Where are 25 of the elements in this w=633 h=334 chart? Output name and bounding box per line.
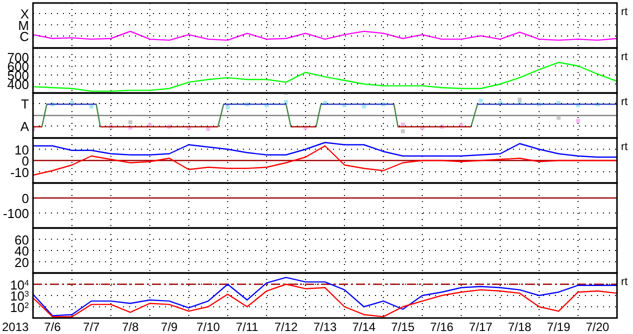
text: rt bbox=[621, 96, 628, 108]
x-tick-label: 7/11 bbox=[236, 320, 259, 334]
text: rt bbox=[621, 51, 628, 63]
text: rt bbox=[621, 6, 628, 18]
text: A bbox=[20, 119, 30, 134]
x-tick-label: 7/14 bbox=[352, 320, 376, 334]
x-tick-label: 7/13 bbox=[313, 320, 337, 334]
x-tick-label: 7/6 bbox=[44, 320, 62, 334]
x-tick-label: 7/19 bbox=[546, 320, 571, 334]
x-tick-label: 7/8 bbox=[122, 320, 139, 334]
text: rt bbox=[621, 276, 628, 288]
x-axis-title: 2013 bbox=[2, 320, 30, 334]
text: rt bbox=[621, 141, 628, 153]
y-tick-label: -100 bbox=[2, 206, 29, 221]
x-tick-label: 7/16 bbox=[430, 320, 454, 334]
x-tick-label: 7/18 bbox=[508, 320, 532, 334]
y-tick-label: 0 bbox=[22, 191, 29, 206]
x-tick-label: 7/12 bbox=[274, 320, 298, 334]
x-tick-label: 7/10 bbox=[196, 320, 220, 334]
x-tick-label: 7/17 bbox=[469, 320, 493, 334]
text: T bbox=[21, 96, 30, 112]
x-tick-label: 7/15 bbox=[391, 320, 415, 334]
x-tick-label: 7/9 bbox=[160, 320, 178, 334]
x-tick-label: 7/7 bbox=[83, 320, 100, 334]
x-tick-label: 7/20 bbox=[586, 320, 610, 334]
